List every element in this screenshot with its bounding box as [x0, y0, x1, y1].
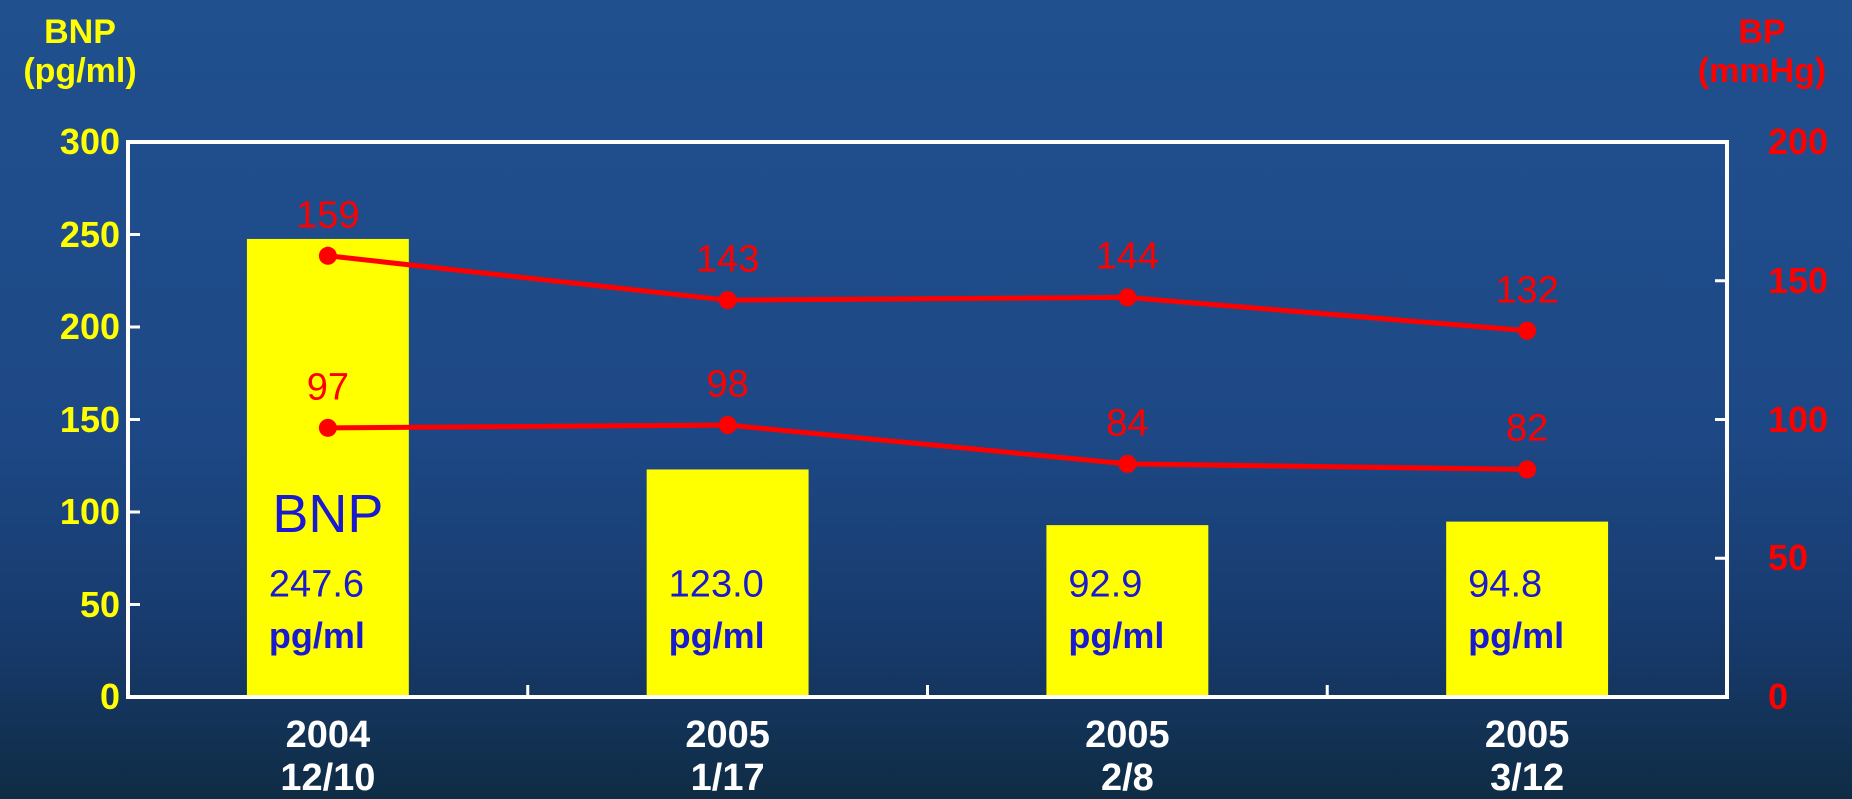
bar-value-label: 92.9 [1068, 563, 1143, 606]
y-tick-label: 200 [59, 306, 120, 347]
y2-tick-label: 150 [1768, 259, 1829, 301]
y-tick-label: 300 [59, 121, 120, 162]
x-tick-label: 2005 3/12 [1484, 714, 1570, 799]
line-point [1118, 288, 1137, 307]
line-point [1518, 321, 1537, 340]
line-value-label: 82 [1505, 407, 1549, 450]
line-value-label: 144 [1095, 235, 1160, 278]
bar [1046, 525, 1209, 697]
y-tick-label: 250 [59, 213, 120, 255]
y-tick-label: 150 [59, 398, 120, 440]
line-point [1518, 460, 1537, 479]
y-tick-label: 0 [99, 676, 120, 717]
bar-series-label: BNP [272, 484, 384, 544]
line-point [1118, 454, 1137, 473]
y2-tick-label: 50 [1768, 537, 1809, 579]
bar [246, 238, 409, 697]
y2-tick-label: 200 [1768, 121, 1829, 162]
y2-axis-title: BP (mmHg) [1697, 13, 1827, 90]
bar-value-label: 123.0 [668, 563, 764, 606]
bar-unit-label: pg/ml [1468, 615, 1565, 656]
x-tick-label: 2004 12/10 [280, 714, 376, 799]
bar-unit-label: pg/ml [268, 615, 365, 656]
line-point [318, 246, 337, 265]
bar-value-label: 94.8 [1468, 563, 1543, 606]
line-value-label: 143 [695, 238, 760, 281]
bar [646, 469, 809, 697]
y-tick-label: 100 [59, 491, 120, 532]
line-point [718, 291, 737, 310]
line [327, 422, 1528, 472]
x-tick-label: 2005 1/17 [685, 714, 770, 799]
bar [1446, 521, 1609, 697]
line-value-label: 132 [1495, 269, 1559, 312]
line-point [318, 418, 337, 437]
line-value-label: 84 [1106, 402, 1149, 445]
bar-unit-label: pg/ml [668, 615, 765, 656]
bar-value-label: 247.6 [268, 563, 365, 606]
line-value-label: 159 [296, 194, 360, 237]
bar-unit-label: pg/ml [1068, 615, 1165, 656]
y-axis-title: BNP (pg/ml) [23, 13, 137, 90]
y2-tick-label: 100 [1768, 398, 1829, 440]
line [327, 253, 1528, 334]
y-tick-label: 50 [79, 583, 120, 625]
y2-tick-label: 0 [1768, 676, 1789, 717]
line-value-label: 98 [706, 363, 749, 406]
x-tick-label: 2005 2/8 [1085, 714, 1170, 799]
line-point [718, 416, 737, 435]
line-value-label: 97 [306, 366, 350, 409]
